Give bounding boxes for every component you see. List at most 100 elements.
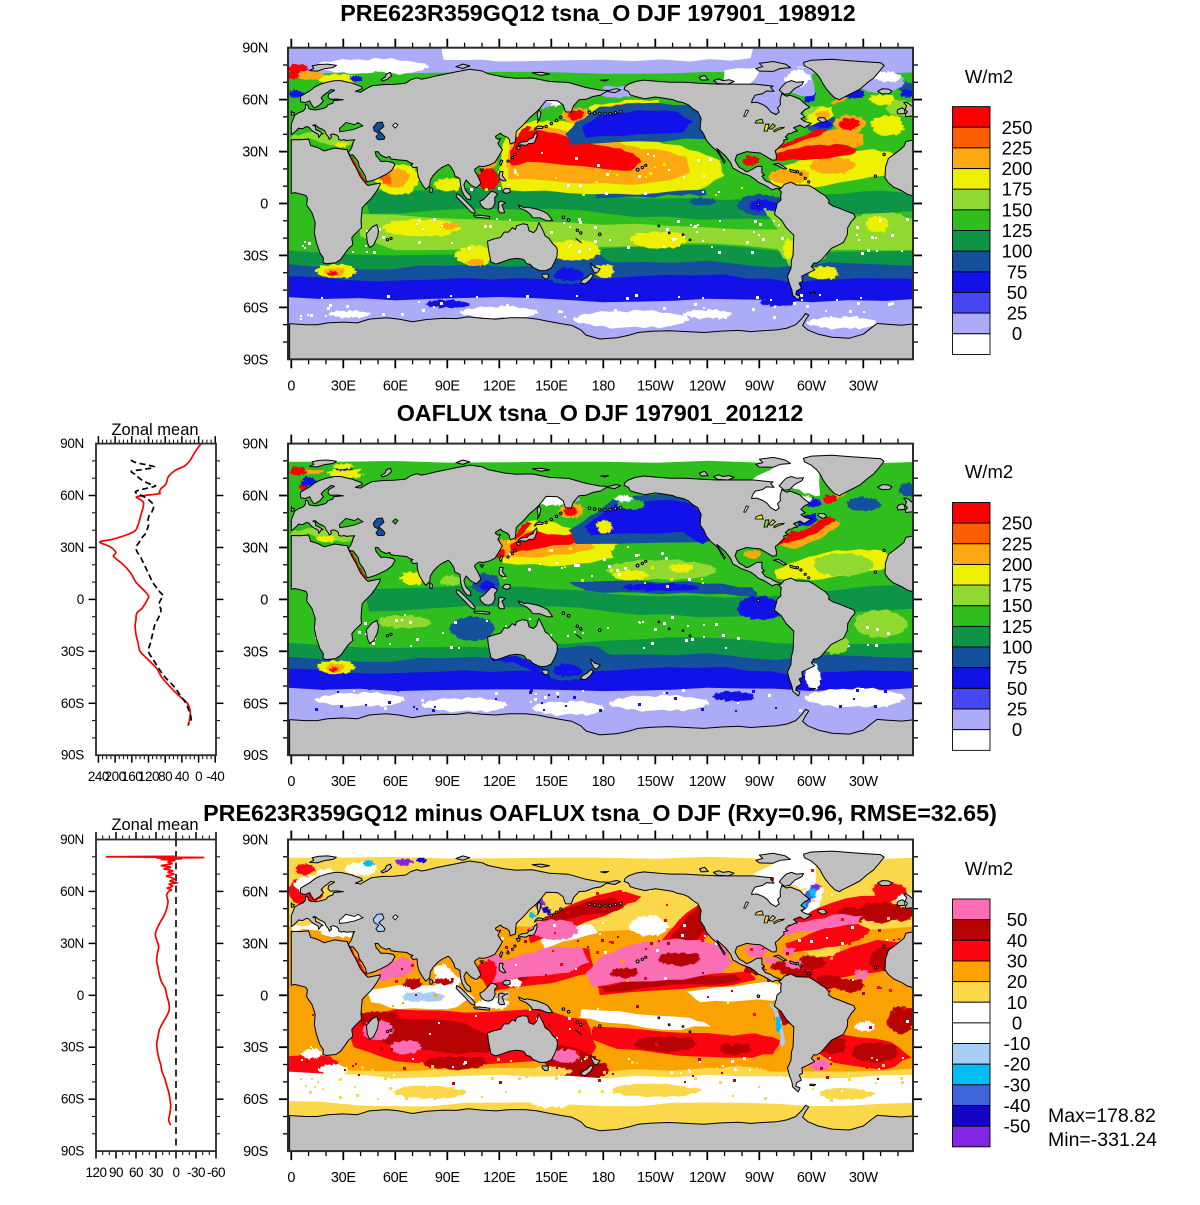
svg-text:120E: 120E (483, 378, 516, 394)
svg-text:90W: 90W (745, 378, 775, 394)
svg-text:60S: 60S (243, 1092, 268, 1108)
svg-text:150: 150 (1002, 199, 1033, 220)
svg-text:60S: 60S (243, 300, 268, 316)
svg-text:0: 0 (1012, 323, 1022, 344)
svg-text:Zonal mean: Zonal mean (111, 816, 198, 834)
svg-text:90S: 90S (61, 748, 84, 763)
svg-text:60W: 60W (797, 774, 827, 790)
svg-text:30E: 30E (331, 774, 357, 790)
svg-text:0: 0 (287, 378, 295, 394)
svg-text:0: 0 (260, 592, 268, 608)
svg-text:100: 100 (1002, 241, 1033, 262)
svg-text:60N: 60N (60, 488, 84, 503)
svg-text:80: 80 (158, 769, 172, 784)
svg-text:60E: 60E (383, 378, 409, 394)
svg-text:225: 225 (1002, 533, 1033, 554)
svg-text:-60: -60 (207, 1165, 225, 1180)
svg-text:90S: 90S (243, 748, 268, 764)
svg-text:OAFLUX tsna_O DJF 197901_20121: OAFLUX tsna_O DJF 197901_201212 (397, 400, 804, 426)
svg-text:100: 100 (1002, 637, 1033, 658)
svg-text:120: 120 (138, 769, 159, 784)
svg-text:250: 250 (1002, 513, 1033, 534)
svg-text:Zonal mean: Zonal mean (111, 421, 198, 439)
svg-text:120W: 120W (689, 1170, 726, 1186)
svg-text:-40: -40 (206, 769, 224, 784)
svg-text:75: 75 (1007, 657, 1028, 678)
svg-text:PRE623R359GQ12 tsna_O DJF 1979: PRE623R359GQ12 tsna_O DJF 197901_198912 (340, 0, 856, 26)
svg-text:90N: 90N (60, 436, 84, 451)
svg-text:60S: 60S (61, 696, 84, 711)
svg-text:25: 25 (1007, 303, 1028, 324)
svg-text:0: 0 (172, 1165, 179, 1180)
svg-text:150W: 150W (637, 378, 674, 394)
svg-text:90N: 90N (242, 41, 268, 57)
svg-text:-20: -20 (1004, 1054, 1031, 1075)
svg-text:-10: -10 (1004, 1033, 1031, 1054)
svg-text:250: 250 (1002, 117, 1033, 138)
svg-text:Min=-331.24: Min=-331.24 (1048, 1129, 1157, 1151)
svg-text:60E: 60E (383, 774, 409, 790)
svg-text:90N: 90N (60, 832, 84, 847)
svg-text:30S: 30S (61, 1040, 84, 1055)
svg-text:0: 0 (195, 769, 202, 784)
svg-text:30S: 30S (243, 1040, 268, 1056)
svg-text:120: 120 (85, 1165, 106, 1180)
svg-text:120W: 120W (689, 378, 726, 394)
svg-text:30N: 30N (60, 936, 84, 951)
svg-text:90E: 90E (435, 378, 461, 394)
svg-text:125: 125 (1002, 616, 1033, 637)
svg-text:50: 50 (1007, 282, 1028, 303)
svg-text:60E: 60E (383, 1170, 409, 1186)
svg-text:20: 20 (1007, 971, 1028, 992)
svg-text:30E: 30E (331, 378, 357, 394)
svg-text:30W: 30W (849, 774, 879, 790)
svg-text:240: 240 (88, 769, 109, 784)
svg-text:0: 0 (77, 592, 84, 607)
svg-text:150: 150 (1002, 595, 1033, 616)
svg-text:150W: 150W (637, 1170, 674, 1186)
svg-text:0: 0 (260, 197, 268, 213)
svg-text:W/m2: W/m2 (965, 858, 1013, 879)
svg-text:10: 10 (1007, 992, 1028, 1013)
svg-text:-40: -40 (1004, 1095, 1031, 1116)
svg-text:90E: 90E (435, 1170, 461, 1186)
svg-text:30: 30 (1007, 951, 1028, 972)
svg-text:225: 225 (1002, 137, 1033, 158)
svg-text:50: 50 (1007, 909, 1028, 930)
svg-text:0: 0 (1012, 1012, 1022, 1033)
svg-text:90N: 90N (242, 833, 268, 849)
svg-text:180: 180 (592, 774, 616, 790)
svg-text:0: 0 (287, 774, 295, 790)
svg-text:90E: 90E (435, 774, 461, 790)
svg-text:50: 50 (1007, 678, 1028, 699)
svg-text:90S: 90S (61, 1144, 84, 1159)
svg-text:175: 175 (1002, 575, 1033, 596)
svg-text:90W: 90W (745, 1170, 775, 1186)
svg-text:30S: 30S (243, 248, 268, 264)
svg-text:W/m2: W/m2 (965, 66, 1013, 87)
svg-text:0: 0 (287, 1170, 295, 1186)
svg-text:30: 30 (149, 1165, 163, 1180)
svg-text:120W: 120W (689, 774, 726, 790)
svg-text:150E: 150E (535, 774, 568, 790)
svg-text:40: 40 (1007, 930, 1028, 951)
svg-text:120E: 120E (483, 1170, 516, 1186)
svg-text:180: 180 (592, 378, 616, 394)
svg-text:30N: 30N (242, 936, 268, 952)
svg-text:0: 0 (77, 988, 84, 1003)
svg-text:150W: 150W (637, 774, 674, 790)
svg-text:90W: 90W (745, 774, 775, 790)
svg-text:200: 200 (1002, 158, 1033, 179)
svg-text:60N: 60N (60, 884, 84, 899)
svg-text:0: 0 (1012, 719, 1022, 740)
svg-text:150E: 150E (535, 1170, 568, 1186)
svg-text:30N: 30N (242, 541, 268, 557)
svg-text:40: 40 (175, 769, 189, 784)
svg-text:Max=178.82: Max=178.82 (1048, 1105, 1156, 1127)
svg-text:W/m2: W/m2 (965, 461, 1013, 482)
svg-text:60N: 60N (242, 93, 268, 109)
svg-text:60S: 60S (61, 1092, 84, 1107)
svg-text:30N: 30N (60, 540, 84, 555)
svg-text:200: 200 (105, 769, 126, 784)
svg-text:60W: 60W (797, 378, 827, 394)
